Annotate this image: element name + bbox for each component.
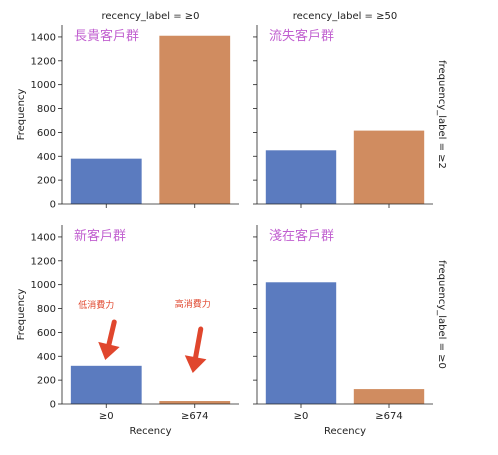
x-tick-label: ≥674 — [375, 411, 402, 422]
y-tick-label: 200 — [37, 376, 56, 387]
bar-recency-674 — [353, 130, 425, 204]
y-tick-label: 1400 — [31, 32, 56, 43]
column-title: recency_label = ≥50 — [293, 11, 397, 22]
bar-recency-674 — [159, 35, 231, 204]
y-tick-label: 800 — [37, 104, 56, 115]
bar-recency-0 — [265, 282, 337, 404]
y-tick-label: 400 — [37, 152, 56, 163]
y-tick-label: 1200 — [31, 256, 56, 267]
panel-title: 流失客戶群 — [269, 28, 334, 44]
y-axis-label: Frequency — [16, 89, 27, 141]
annotation-label: 低消費力 — [78, 299, 114, 311]
annotation-arrow-shaft — [106, 319, 117, 347]
x-tick-label: ≥0 — [294, 411, 309, 422]
annotation-arrow-head — [98, 341, 120, 360]
y-tick-label: 1000 — [31, 280, 56, 291]
bar-recency-0 — [265, 150, 337, 204]
panel-title: 淺在客戶群 — [269, 228, 334, 244]
y-axis-label: Frequency — [16, 289, 27, 341]
y-tick-label: 1400 — [31, 232, 56, 243]
x-axis-label: Recency — [324, 426, 366, 437]
y-tick-label: 0 — [50, 200, 56, 211]
x-axis-label: Recency — [129, 426, 171, 437]
y-tick-label: 1200 — [31, 56, 56, 67]
annotation-label: 高消費力 — [175, 298, 211, 310]
annotation-arrow-shaft — [193, 326, 204, 360]
x-tick-label: ≥0 — [99, 411, 114, 422]
row-title: frequency_label = ≥0 — [436, 260, 447, 369]
bar-recency-0 — [70, 365, 142, 404]
row-title: frequency_label = ≥2 — [436, 60, 447, 169]
panel-title: 新客戶群 — [74, 228, 126, 244]
panel-title: 長貴客戶群 — [74, 28, 139, 44]
y-tick-label: 400 — [37, 352, 56, 363]
bar-recency-0 — [70, 158, 142, 204]
y-tick-label: 1000 — [31, 80, 56, 91]
y-tick-label: 0 — [50, 400, 56, 411]
annotation-arrow-head — [184, 355, 207, 373]
bar-recency-674 — [353, 389, 425, 404]
y-tick-label: 600 — [37, 128, 56, 139]
column-title: recency_label = ≥0 — [101, 11, 199, 22]
y-tick-label: 600 — [37, 328, 56, 339]
bar-recency-674 — [159, 401, 231, 404]
y-tick-label: 200 — [37, 176, 56, 187]
y-tick-label: 800 — [37, 304, 56, 315]
x-tick-label: ≥674 — [181, 411, 208, 422]
